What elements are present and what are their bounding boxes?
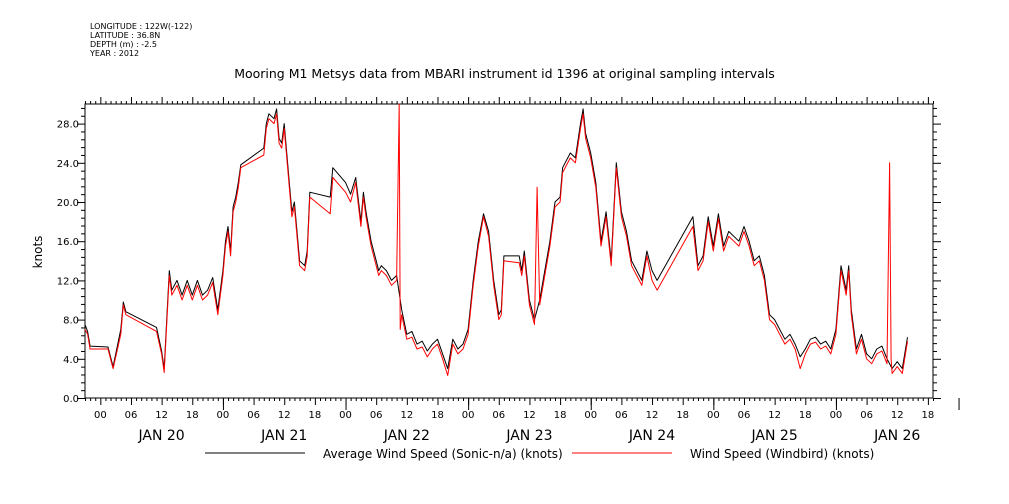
x-tick-label: 00 [462,410,475,421]
metadata-depth: DEPTH (m) : -2.5 [90,40,157,49]
series-lines [84,103,908,376]
x-tick-label: 12 [891,410,904,421]
series-line-average-wind-speed [84,108,908,370]
x-tick-label: 06 [370,410,383,421]
x-tick-label: 18 [676,410,689,421]
x-tick-label: 00 [830,410,843,421]
x-tick-label: 06 [738,410,751,421]
y-axis-label: knots [31,236,45,269]
x-day-label: JAN 26 [873,428,920,444]
x-tick-label: 12 [523,410,536,421]
x-tick-label: 18 [309,410,322,421]
x-tick-label: 12 [278,410,291,421]
x-tick-label: 06 [615,410,628,421]
x-day-label: JAN 21 [260,428,307,444]
x-tick-label: 12 [400,410,413,421]
y-tick-label: 12.0 [57,276,79,287]
legend: Average Wind Speed (Sonic-n/a) (knots) Wi… [205,447,874,461]
x-day-label: JAN 25 [751,428,798,444]
axis-labels: 00 06 12 18 00 06 12 18 00 06 12 18 00 06 12 18 00 06 12 18… [57,120,935,444]
x-tick-label: 12 [768,410,781,421]
x-day-label: JAN 22 [383,428,430,444]
y-tick-label: 4.0 [63,355,79,366]
axis-ticks [77,97,960,410]
x-tick-label: 18 [431,410,444,421]
x-tick-label: 06 [860,410,873,421]
x-tick-label: 18 [186,410,199,421]
metadata-longitude: LONGITUDE : 122W(-122) [90,22,193,31]
y-tick-label: 16.0 [57,237,79,248]
metadata-year: YEAR : 2012 [90,49,140,58]
legend-label: Wind Speed (Windbird) (knots) [690,447,874,461]
x-tick-label: 12 [155,410,168,421]
y-tick-label: 24.0 [57,159,79,170]
y-tick-label: 28.0 [57,120,79,131]
y-tick-label: 20.0 [57,198,79,209]
x-tick-label: 18 [922,410,935,421]
x-tick-label: 00 [217,410,230,421]
x-tick-label: 00 [707,410,720,421]
x-tick-label: 06 [125,410,138,421]
x-tick-label: 00 [339,410,352,421]
y-tick-label: 0.0 [63,394,79,405]
x-tick-label: 06 [492,410,505,421]
x-tick-label: 00 [584,410,597,421]
y-tick-label: 8.0 [63,316,79,327]
x-tick-label: 06 [247,410,260,421]
chart-title: Mooring M1 Metsys data from MBARI instru… [234,66,775,81]
x-tick-label: 18 [554,410,567,421]
x-tick-label: 12 [646,410,659,421]
series-line-windbird-wind-speed [84,103,908,376]
x-tick-label: 18 [799,410,812,421]
x-tick-label: 00 [94,410,107,421]
legend-label: Average Wind Speed (Sonic-n/a) (knots) [323,447,563,461]
x-day-label: JAN 20 [138,428,185,444]
x-day-label: JAN 23 [505,428,552,444]
metadata-latitude: LATITUDE : 36.8N [90,31,161,40]
x-day-label: JAN 24 [628,428,675,444]
